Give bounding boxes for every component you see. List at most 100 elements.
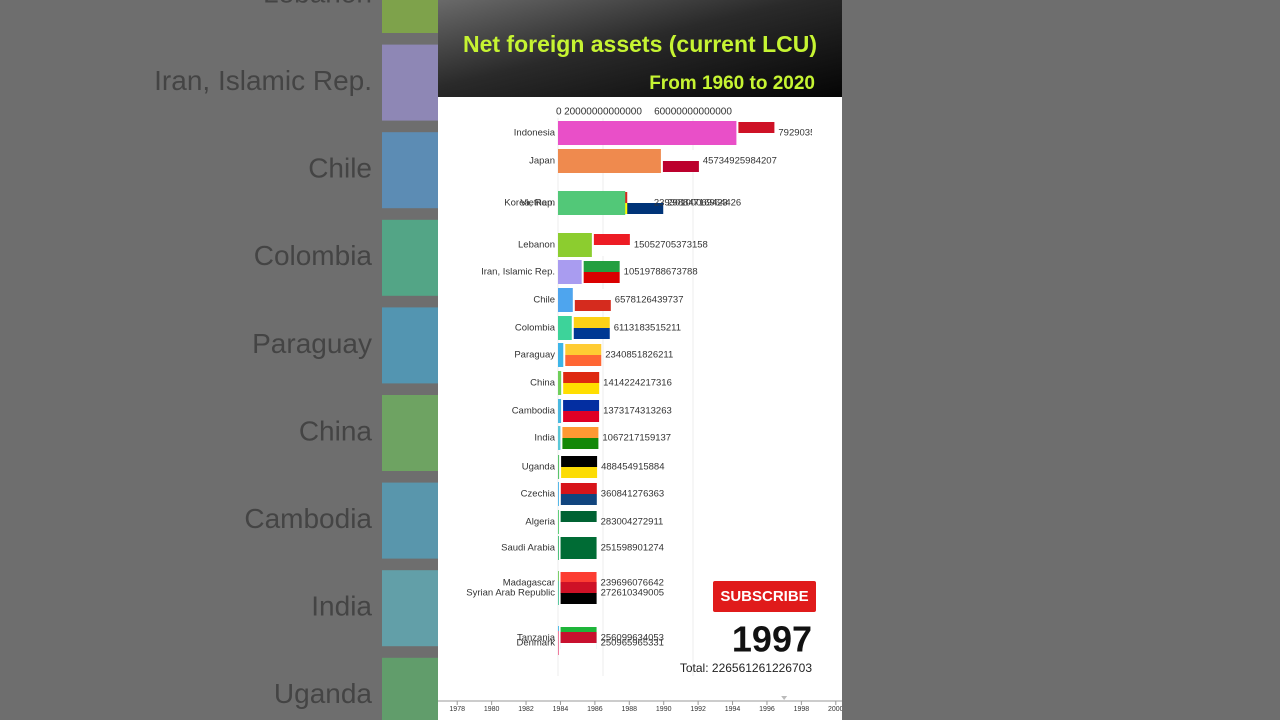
backdrop-label: Uganda [274,678,373,709]
value-label: 15052705373158 [634,240,708,251]
bar [558,343,564,367]
bar [558,121,737,145]
flag [562,438,599,449]
category-label: India [534,433,555,444]
timeline-tick-label: 1986 [587,706,603,713]
subtitle: From 1960 to 2020 [649,73,815,94]
backdrop-label: Lebanon [263,0,372,8]
category-label: Denmark [516,638,555,649]
value-label: 360841276363 [601,489,664,500]
value-label: 79290350000000 [778,128,852,139]
category-label: Algeria [525,517,555,528]
category-label: Colombia [515,323,556,334]
value-label: 250965965331 [601,638,664,649]
category-label: Madagascar [503,578,555,589]
category-label: Indonesia [514,128,556,139]
flag [560,643,597,654]
bar [558,536,559,560]
flag [560,483,597,494]
category-label: China [530,378,556,389]
subscribe-button[interactable] [713,581,816,612]
bar [558,631,559,655]
value-label: 488454915884 [601,462,664,473]
backdrop-bar [382,657,438,720]
value-label: 23930100069423 [654,198,728,209]
flag [565,355,602,366]
value-label: 283004272911 [601,517,664,528]
title: Net foreign assets (current LCU) [463,31,817,57]
flag [662,150,699,161]
backdrop-bar [382,307,438,384]
flag [573,328,610,339]
value-label: 6113183515211 [614,323,681,334]
backdrop-label: India [311,591,372,622]
timeline-tick-label: 1998 [794,706,810,713]
backdrop-bar [382,44,438,121]
value-label: 1067217159137 [602,433,671,444]
bar [558,399,562,423]
flag [574,300,611,311]
flag [561,467,598,478]
labels: 79290350000000 45734925984207 239301000694… [601,128,852,649]
flag [563,411,600,422]
value-label: 256099634053 [601,633,664,644]
value-label: 239696076642 [601,578,664,589]
value-label: 6578126439737 [615,295,684,306]
timeline-tick-label: 1984 [553,706,569,713]
flag [662,161,699,172]
backdrop-label: Colombia [254,240,373,271]
flag [593,234,630,245]
category-label: Tanzania [517,633,556,644]
bar [558,288,573,312]
flag [593,245,630,256]
timeline-marker [781,696,788,700]
value-label: 251598901274 [601,543,664,554]
category-label: Korea, Rep. [504,198,555,209]
subscribe-label: SUBSCRIBE [720,588,808,605]
timeline-tick-label: 1996 [759,706,775,713]
bar [558,316,572,340]
x-tick-label: 60000000000000 [654,107,732,118]
flag [627,192,664,203]
flag [560,511,597,522]
backdrop-bar [382,482,438,559]
bar [558,260,582,284]
flag [583,261,620,272]
flag [573,317,610,328]
value-label: 45734925984207 [703,156,777,167]
flag [560,548,597,559]
flag [560,522,597,533]
backdrop-bar [382,0,438,33]
total-label: Total: [680,661,709,675]
timeline-tick-label: 1994 [725,706,741,713]
category-label: Chile [533,295,555,306]
category-label: Syrian Arab Republic [466,588,555,599]
backdrop-label: Chile [308,153,372,184]
bar [558,233,592,257]
value-label: 272610349005 [601,588,664,599]
flag [565,344,602,355]
timeline-tick-label: 1980 [484,706,500,713]
timeline-tick-label: 1982 [518,706,534,713]
category-label: Iran, Islamic Rep. [481,267,555,278]
flag [560,632,597,643]
flag [562,427,599,438]
bar [558,191,626,215]
year: 1997 [732,619,812,660]
flag [738,122,775,133]
category-label: Japan [529,156,555,167]
flag [560,593,597,604]
backdrop-label: China [299,415,373,446]
flag [627,203,664,214]
bar [558,371,562,395]
flag [574,289,611,300]
x-tick-label: 20000000000000 [564,107,642,118]
bar [558,426,561,450]
flag [561,456,598,467]
category-label: Vietnam [520,198,555,209]
bar [558,455,560,479]
timeline-tick-label: 1978 [449,706,465,713]
flag [560,537,597,548]
backdrop-bar [382,395,438,471]
